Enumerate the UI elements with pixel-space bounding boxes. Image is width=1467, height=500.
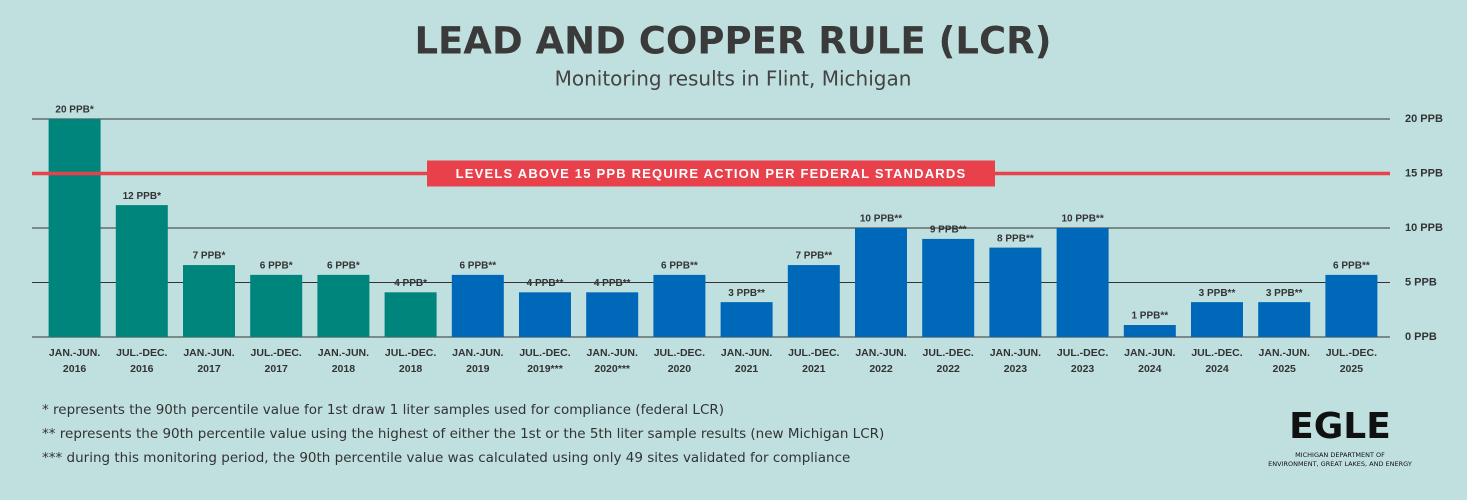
value-label: 4 PPB** [594, 278, 631, 289]
value-label: 6 PPB** [459, 261, 496, 272]
footnote: * represents the 90th percentile value f… [42, 402, 724, 418]
value-label: 12 PPB* [123, 191, 161, 202]
footnote: ** represents the 90th percentile value … [42, 426, 884, 442]
bar [989, 247, 1042, 337]
y-tick-label: 15 PPB [1405, 167, 1443, 179]
value-label: 6 PPB** [661, 261, 698, 272]
value-label: 3 PPB** [728, 288, 765, 299]
value-label: 7 PPB* [193, 251, 226, 262]
value-label: 10 PPB** [1061, 214, 1103, 225]
x-tick-label: JAN.-JUN. 2023 [990, 347, 1041, 375]
x-tick-label: JAN.-JUN. 2024 [1124, 347, 1175, 375]
x-tick-label: JUL.-DEC. 2018 [385, 347, 436, 375]
x-tick-label: JAN.-JUN. 2017 [183, 347, 234, 375]
value-label: 7 PPB** [795, 251, 832, 262]
bar [1258, 302, 1311, 337]
y-tick-label: 20 PPB [1405, 113, 1443, 125]
bar [720, 302, 773, 337]
x-tick-label: JUL.-DEC. 2020 [654, 347, 705, 375]
x-tick-label: JUL.-DEC. 2019*** [519, 347, 570, 375]
bar [451, 274, 504, 337]
bar [384, 292, 437, 337]
chart-subtitle: Monitoring results in Flint, Michigan [555, 67, 912, 91]
x-tick-label: JUL.-DEC. 2025 [1326, 347, 1377, 375]
bar [48, 119, 101, 337]
value-label: 6 PPB** [1333, 261, 1370, 272]
value-label: 4 PPB** [527, 278, 564, 289]
x-tick-label: JAN.-JUN. 2022 [855, 347, 906, 375]
x-tick-label: JAN.-JUN. 2019 [452, 347, 503, 375]
threshold-label: LEVELS ABOVE 15 PPB REQUIRE ACTION PER F… [456, 166, 967, 181]
bar [1123, 325, 1176, 337]
value-label: 6 PPB* [260, 261, 293, 272]
x-tick-label: JAN.-JUN. 2021 [721, 347, 772, 375]
value-label: 10 PPB** [860, 214, 902, 225]
bar [250, 274, 303, 337]
bar [317, 274, 370, 337]
value-label: 1 PPB** [1131, 311, 1168, 322]
threshold-box [427, 160, 995, 187]
logo-line: MICHIGAN DEPARTMENT OF [1295, 451, 1385, 459]
value-label: 3 PPB** [1266, 288, 1303, 299]
bar [787, 265, 840, 337]
x-tick-label: JAN.-JUN. 2018 [318, 347, 369, 375]
bar [1056, 228, 1109, 337]
y-tick-label: 10 PPB [1405, 222, 1443, 234]
value-label: 4 PPB* [394, 278, 427, 289]
logo-name: EGLE [1289, 406, 1391, 447]
bar [855, 228, 907, 337]
bar [653, 274, 706, 337]
x-tick-label: JUL.-DEC. 2021 [788, 347, 839, 375]
bar [115, 205, 168, 337]
logo-line: ENVIRONMENT, GREAT LAKES, AND ENERGY [1268, 460, 1412, 468]
value-label: 6 PPB* [327, 261, 360, 272]
x-tick-label: JAN.-JUN. 2016 [49, 347, 100, 375]
y-tick-label: 0 PPB [1405, 331, 1437, 343]
footnote: *** during this monitoring period, the 9… [42, 450, 850, 466]
value-label: 9 PPB** [930, 225, 967, 236]
y-tick-label: 5 PPB [1405, 276, 1437, 288]
bar [1191, 302, 1243, 337]
x-tick-label: JUL.-DEC. 2022 [923, 347, 974, 375]
x-tick-label: JUL.-DEC. 2024 [1191, 347, 1242, 375]
chart-title: LEAD AND COPPER RULE (LCR) [414, 20, 1051, 63]
value-label: 8 PPB** [997, 233, 1034, 244]
x-tick-label: JAN.-JUN. 2020*** [587, 347, 638, 375]
bar [586, 292, 639, 337]
x-tick-label: JUL.-DEC. 2023 [1057, 347, 1108, 375]
bar [922, 238, 975, 337]
x-tick-label: JUL.-DEC. 2017 [251, 347, 302, 375]
x-tick-label: JUL.-DEC. 2016 [116, 347, 167, 375]
value-label: 3 PPB** [1199, 288, 1236, 299]
bar [1325, 274, 1378, 337]
x-tick-label: JAN.-JUN. 2025 [1259, 347, 1310, 375]
bar [519, 292, 571, 337]
bar [183, 265, 235, 337]
value-label: 20 PPB* [55, 105, 93, 116]
